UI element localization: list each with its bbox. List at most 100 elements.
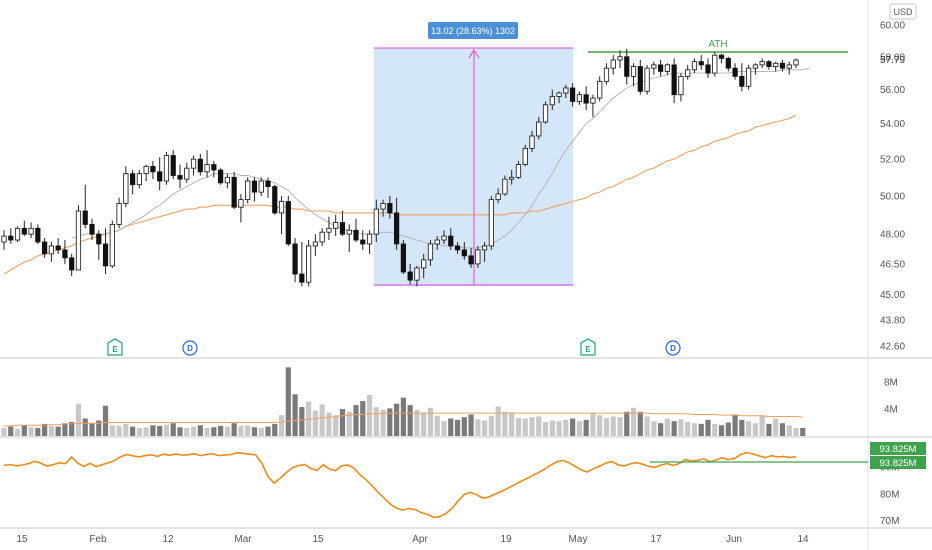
volume-bar xyxy=(130,426,136,436)
candle xyxy=(170,150,176,180)
indicator-axis[interactable]: 90M80M70M xyxy=(880,462,899,527)
volume-bar xyxy=(712,423,718,436)
candle xyxy=(773,61,779,72)
candle xyxy=(685,64,691,80)
time-tick-label: 15 xyxy=(312,534,324,545)
candle xyxy=(590,94,596,117)
volume-bar xyxy=(353,405,359,436)
time-tick-label: Apr xyxy=(412,534,428,545)
volume-bar xyxy=(170,423,176,436)
volume-bar xyxy=(14,428,21,436)
volume-bar xyxy=(630,407,637,436)
candle xyxy=(62,240,68,264)
candle xyxy=(299,241,305,287)
candle xyxy=(563,84,569,99)
candle xyxy=(603,63,610,85)
volume-bar xyxy=(123,423,129,436)
long-moving-average xyxy=(3,114,797,275)
volume-bar xyxy=(42,423,48,436)
candle xyxy=(421,253,427,279)
volume-bar xyxy=(69,421,75,436)
volume-bar xyxy=(529,417,535,436)
volume-bar xyxy=(725,422,731,436)
time-axis[interactable]: 15 Feb 12 Mar 15 Apr 19 May 17 Jun 14 xyxy=(16,534,809,545)
candle xyxy=(272,184,278,215)
volume-bar xyxy=(800,427,806,436)
candle xyxy=(75,205,82,271)
candle xyxy=(488,195,494,250)
candle xyxy=(184,162,190,183)
volume-moving-average xyxy=(4,412,803,427)
price-tick-label: 58.00 xyxy=(880,52,905,63)
volume-bar xyxy=(691,423,698,436)
candle xyxy=(136,169,142,189)
candlesticks xyxy=(1,48,799,287)
candle xyxy=(69,253,75,277)
volume-bar xyxy=(272,423,278,436)
earnings-marker[interactable]: E xyxy=(580,338,596,356)
volume-bar xyxy=(542,421,549,436)
candle xyxy=(265,177,271,198)
candle xyxy=(312,234,318,256)
candle xyxy=(157,157,163,191)
candle xyxy=(793,58,799,69)
earnings-marker-label: E xyxy=(112,345,118,354)
dividend-marker[interactable]: D xyxy=(665,340,681,356)
candle xyxy=(346,224,352,252)
volume-bar xyxy=(326,412,332,436)
candle xyxy=(705,58,711,79)
time-tick-label: 14 xyxy=(797,534,809,545)
volume-bar xyxy=(245,425,251,436)
volume-bar xyxy=(360,401,366,436)
price-tick-label: 48.00 xyxy=(880,230,905,241)
volume-bar xyxy=(468,414,474,436)
volume-bar xyxy=(366,394,373,436)
earnings-marker-label: E xyxy=(585,345,591,354)
indicator-path xyxy=(3,451,797,519)
candle xyxy=(28,222,34,239)
dividend-badge-icon xyxy=(182,340,198,356)
volume-bar xyxy=(190,426,197,436)
volume-tick-label: 8M xyxy=(884,378,898,389)
volume-axis[interactable]: 8M 4M xyxy=(884,378,898,416)
candle xyxy=(597,76,603,102)
candle xyxy=(556,91,562,104)
price-tick-label: 43.80 xyxy=(880,315,905,326)
price-tick-label: 45.00 xyxy=(880,290,905,301)
volume-bar xyxy=(556,421,562,436)
candle xyxy=(570,82,576,107)
volume-bar xyxy=(48,425,54,436)
price-tick-label: 42.60 xyxy=(880,342,905,353)
candle xyxy=(529,130,535,152)
dividend-marker[interactable]: D xyxy=(182,340,198,356)
volume-bar xyxy=(150,425,156,436)
candle xyxy=(102,228,109,275)
volume-bar xyxy=(509,412,515,436)
time-tick-label: 15 xyxy=(16,534,28,545)
long-ma-path xyxy=(3,114,797,275)
candle xyxy=(197,153,203,176)
price-tick-label: 52.00 xyxy=(880,155,905,166)
volume-bar xyxy=(28,427,34,436)
earnings-badge-icon xyxy=(107,338,123,356)
candle xyxy=(610,55,616,75)
candle xyxy=(698,55,704,70)
earnings-marker[interactable]: E xyxy=(107,338,123,356)
candle xyxy=(82,184,88,229)
volume-bar xyxy=(603,417,610,436)
volume-bar xyxy=(583,419,589,436)
candle xyxy=(752,63,758,75)
candle xyxy=(292,238,298,283)
volume-bar xyxy=(258,427,264,436)
price-axis[interactable]: 60.00 58.00 56.00 54.00 52.00 50.00 48.00 46.50… xyxy=(880,21,905,353)
dividend-badge-icon xyxy=(665,340,681,356)
volume-bar xyxy=(251,427,258,436)
volume-bar xyxy=(421,412,427,436)
candle xyxy=(712,51,718,77)
candle xyxy=(644,64,650,95)
currency-box[interactable] xyxy=(889,3,917,20)
candle xyxy=(35,224,41,244)
volume-ma-path xyxy=(4,412,803,427)
volume-bar xyxy=(759,415,765,436)
